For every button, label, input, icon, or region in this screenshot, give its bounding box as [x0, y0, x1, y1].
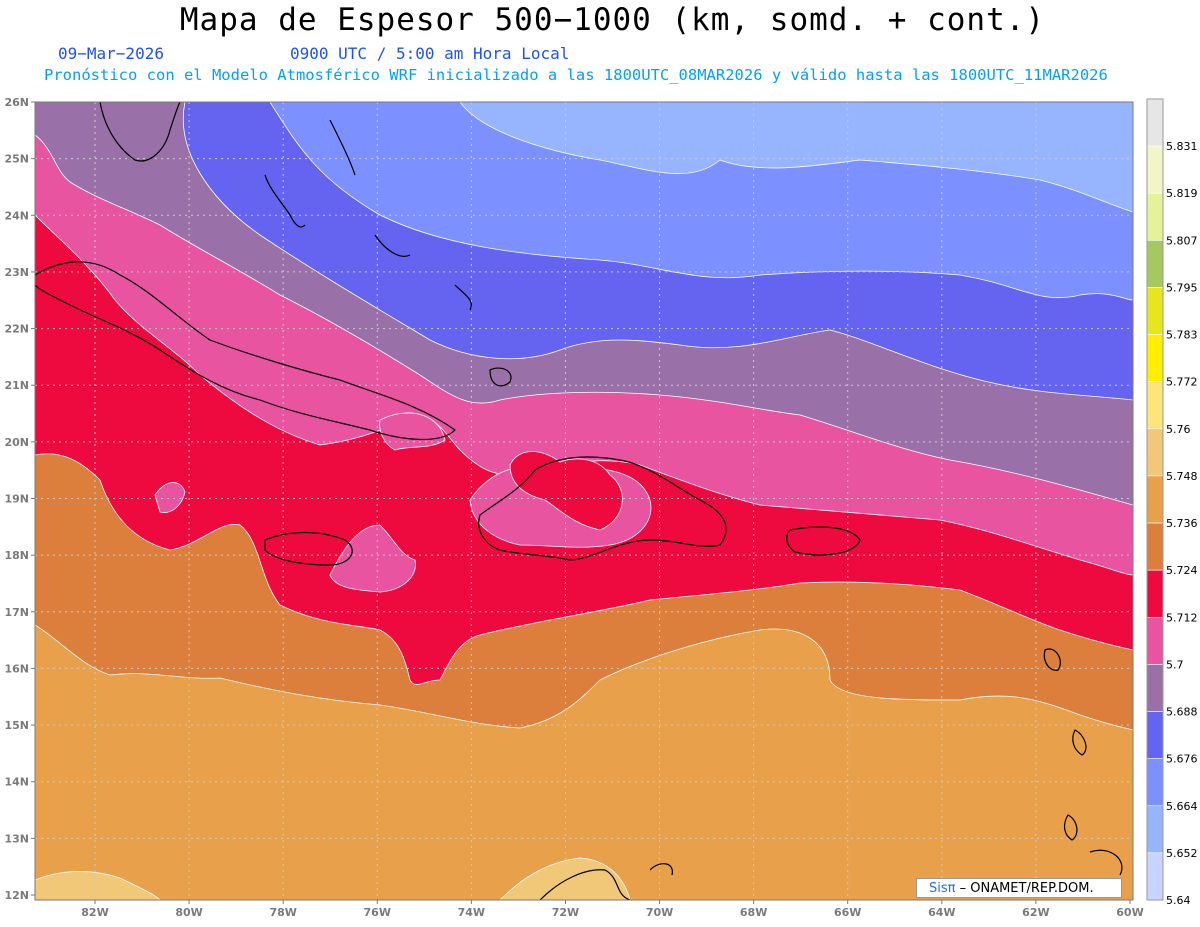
- band-pink: [154, 482, 186, 513]
- credit-logo: Sisπ: [929, 881, 956, 896]
- lat-tick-label: 12N: [4, 889, 29, 902]
- legend-swatch: [1146, 711, 1164, 759]
- legend-swatch: [1146, 475, 1164, 524]
- legend-label: 5.807: [1166, 234, 1198, 247]
- credit-text: – ONAMET/REP.DOM.: [959, 881, 1094, 896]
- lon-tick-label: 76W: [364, 906, 391, 919]
- lon-tick-label: 74W: [458, 906, 485, 919]
- legend-label: 5.748: [1166, 470, 1198, 483]
- legend-swatch: [1146, 192, 1164, 241]
- legend-label: 5.712: [1166, 611, 1198, 624]
- legend-swatch: [1146, 428, 1164, 477]
- legend-label: 5.664: [1166, 800, 1198, 813]
- map-title: Mapa de Espesor 500−1000 (km, somd. + co…: [179, 2, 1046, 38]
- lon-tick-label: 62W: [1022, 906, 1049, 919]
- legend-label: 5.652: [1166, 847, 1198, 860]
- legend-swatch: [1146, 240, 1164, 288]
- lon-tick-label: 72W: [552, 906, 579, 919]
- legend-swatch: [1146, 805, 1164, 854]
- legend-label: 5.676: [1166, 753, 1198, 766]
- color-legend: 5.831 5.819 5.807 5.795 5.783 5.772 5.76 5.748 5…: [1146, 98, 1198, 907]
- lat-tick-label: 25N: [4, 153, 29, 166]
- forecast-date: 09−Mar−2026: [58, 44, 164, 63]
- legend-swatch: [1146, 569, 1164, 618]
- legend-label: 5.76: [1166, 423, 1191, 436]
- legend-label: 5.795: [1166, 281, 1198, 294]
- legend-label: 5.783: [1166, 329, 1198, 342]
- latitude-axis: 26N 25N 24N 23N 22N 21N 20N 19N 18N 17N 16N 15N 14N 1…: [4, 96, 35, 902]
- legend-label: 5.7: [1166, 658, 1184, 671]
- legend-label: 5.831: [1166, 140, 1198, 153]
- lat-tick-label: 18N: [4, 549, 29, 562]
- forecast-time: 0900 UTC / 5:00 am Hora Local: [290, 44, 570, 63]
- legend-swatch: [1146, 98, 1164, 147]
- legend-swatch: [1146, 381, 1164, 430]
- lon-tick-label: 60W: [1116, 906, 1143, 919]
- legend-swatch: [1146, 852, 1164, 901]
- band-light-orange: [35, 871, 161, 900]
- band-red: [509, 451, 623, 531]
- lat-tick-label: 20N: [4, 436, 29, 449]
- legend-label: 5.772: [1166, 376, 1198, 389]
- legend-swatch: [1146, 664, 1164, 712]
- lon-tick-label: 70W: [646, 906, 673, 919]
- legend-swatch: [1146, 145, 1164, 194]
- lat-tick-label: 26N: [4, 96, 29, 109]
- forecast-subtitle: Pronóstico con el Modelo Atmosférico WRF…: [44, 66, 1108, 84]
- lon-tick-label: 82W: [81, 906, 108, 919]
- legend-label: 5.64: [1166, 894, 1191, 907]
- longitude-axis: 82W 80W 78W 76W 74W 72W 70W 68W 66W 64W 62W 60W: [81, 900, 1144, 919]
- legend-label: 5.688: [1166, 706, 1198, 719]
- lat-tick-label: 17N: [4, 606, 29, 619]
- lat-tick-label: 14N: [4, 776, 29, 789]
- legend-swatch: [1146, 522, 1164, 571]
- band-pink: [329, 524, 416, 593]
- lon-tick-label: 80W: [175, 906, 202, 919]
- band-orange: [35, 624, 1133, 900]
- lon-tick-label: 66W: [834, 906, 861, 919]
- map-frame: [34, 101, 1134, 901]
- legend-label: 5.724: [1166, 564, 1198, 577]
- lat-tick-label: 22N: [4, 323, 29, 336]
- lat-tick-label: 13N: [4, 832, 29, 845]
- legend-swatch: [1146, 334, 1164, 383]
- lat-tick-label: 23N: [4, 266, 29, 279]
- legend-label: 5.819: [1166, 187, 1198, 200]
- band-light-orange: [499, 857, 631, 900]
- legend-swatch: [1146, 758, 1164, 807]
- lon-tick-label: 78W: [269, 906, 296, 919]
- graticule: [35, 102, 1133, 900]
- legend-frame: [1146, 98, 1164, 901]
- coastlines: [35, 102, 1123, 900]
- lat-tick-label: 19N: [4, 493, 29, 506]
- legend-swatch: [1146, 287, 1164, 335]
- legend-swatch: [1146, 616, 1164, 665]
- band-pink: [379, 412, 446, 451]
- legend-label: 5.736: [1166, 517, 1198, 530]
- lat-tick-label: 24N: [4, 209, 29, 222]
- lat-tick-label: 21N: [4, 379, 29, 392]
- lat-tick-label: 15N: [4, 719, 29, 732]
- lat-tick-label: 16N: [4, 662, 29, 675]
- lon-tick-label: 68W: [740, 906, 767, 919]
- lon-tick-label: 64W: [928, 906, 955, 919]
- credit-badge: Sisπ – ONAMET/REP.DOM.: [916, 878, 1122, 898]
